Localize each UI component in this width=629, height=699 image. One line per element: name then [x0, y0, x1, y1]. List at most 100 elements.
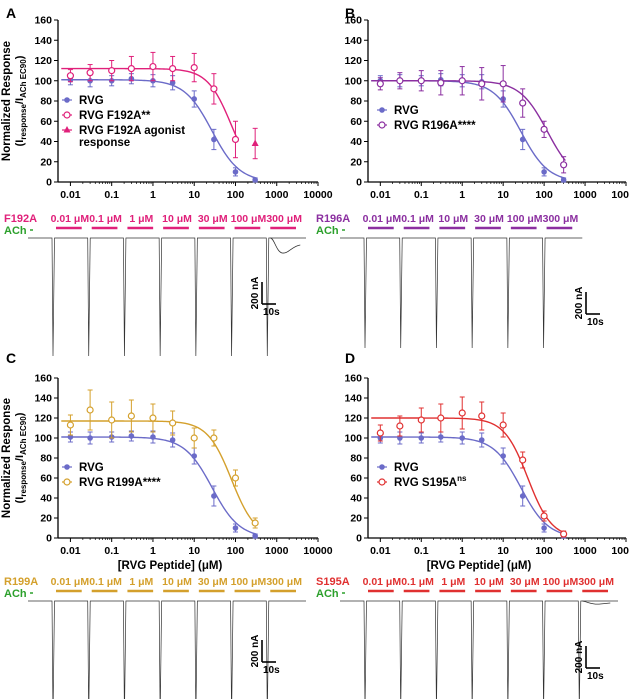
x-tick-label: 100: [227, 189, 245, 201]
scale-current-label: 200 nA: [574, 287, 585, 320]
y-tick-label: 40: [350, 136, 362, 148]
x-tick-label: 0.01: [60, 545, 81, 557]
concentration-label: 0.01 μM: [51, 576, 90, 588]
y-tick-label: 160: [34, 15, 52, 27]
data-point: [169, 437, 176, 443]
data-point: [396, 422, 404, 430]
y-tick-label: 60: [350, 116, 362, 128]
current-trace: [340, 237, 583, 349]
data-point: [418, 435, 425, 441]
concentration-label: 1 μM: [129, 576, 153, 588]
x-tick-label: 1000: [573, 189, 597, 201]
data-point: [169, 419, 177, 427]
legend-marker: [63, 126, 71, 133]
y-tick-label: 60: [40, 473, 52, 485]
y-tick-label: 0: [46, 533, 52, 545]
y-tick-label: 120: [344, 55, 362, 67]
trace-mutant-label: R199A: [4, 576, 38, 588]
x-tick-label: 0.01: [370, 189, 391, 201]
data-point: [540, 512, 548, 520]
x-tick-label: 100: [535, 189, 553, 201]
y-tick-label: 20: [350, 513, 362, 525]
data-point: [190, 434, 198, 442]
panel-b: B 0 20 40 60 80 100 120 140 160 0.01 0.1 1 10 100 1000 1…: [316, 5, 629, 349]
data-point: [438, 434, 444, 440]
trace-ach-label: ACh: [316, 588, 339, 600]
y-axis-subtitle: (Iresponse/IACh EC90): [14, 55, 28, 146]
y-tick-label: 60: [40, 116, 52, 128]
legend-label: RVG: [79, 95, 104, 107]
data-point: [500, 453, 506, 459]
data-point: [478, 412, 486, 420]
y-tick-label: 0: [356, 533, 362, 545]
y-tick-label: 40: [40, 136, 52, 148]
y-tick-label: 20: [40, 156, 52, 168]
x-tick-label: 1000: [573, 545, 597, 557]
scale-current-label: 200 nA: [250, 277, 261, 310]
scale-time-label: 10s: [587, 671, 604, 682]
x-tick-label: 0.01: [370, 545, 391, 557]
fit-curve: [61, 436, 258, 535]
concentration-label: 300 μM: [266, 213, 302, 225]
x-tick-label: 100: [535, 545, 553, 557]
panel-letter: A: [6, 5, 16, 21]
data-point: [560, 177, 567, 183]
concentration-label: 10 μM: [438, 213, 468, 225]
x-tick-label: 10: [188, 545, 200, 557]
concentration-label: 30 μM: [198, 213, 228, 225]
fit-curve: [61, 79, 258, 179]
data-point: [231, 135, 240, 144]
y-axis-subtitle-part: (I: [14, 497, 26, 504]
y-tick-label: 100: [34, 433, 52, 445]
legend-label: RVG R199A****: [79, 477, 161, 489]
data-point: [211, 493, 217, 499]
data-point: [149, 62, 157, 71]
concentration-label: 100 μM: [231, 576, 267, 588]
data-point: [66, 72, 75, 80]
legend-marker: [63, 111, 71, 119]
legend-label: RVG S195Ans: [394, 474, 467, 489]
data-point: [376, 80, 384, 88]
legend-label: response: [79, 137, 130, 149]
concentration-label: 30 μM: [510, 576, 540, 588]
x-tick-label: 10000: [303, 545, 332, 557]
x-tick-label: 1000: [265, 189, 289, 201]
y-tick-label: 20: [350, 156, 362, 168]
concentration-label: 300 μM: [578, 576, 614, 588]
data-point: [169, 64, 177, 73]
data-point: [210, 85, 218, 93]
trace-mutant-label: S195A: [316, 576, 350, 588]
agonist-inward-current: [270, 237, 301, 254]
data-point: [499, 421, 507, 429]
data-point: [478, 437, 485, 443]
data-point: [128, 433, 135, 439]
y-axis-subtitle-part: response: [19, 461, 28, 497]
x-tick-label: 0.1: [104, 189, 119, 201]
data-point: [211, 136, 217, 143]
concentration-label: 30 μM: [474, 213, 504, 225]
x-tick-label: 10000: [303, 189, 332, 201]
legend-label: RVG: [79, 462, 104, 474]
concentration-label: 10 μM: [162, 213, 192, 225]
scale-current-label: 200 nA: [574, 641, 585, 674]
legend-marker: [64, 464, 70, 470]
scale-time-label: 10s: [587, 317, 604, 328]
x-tick-label: 1: [459, 189, 465, 201]
data-point: [519, 456, 527, 464]
data-point: [231, 474, 240, 482]
legend-superscript: ns: [457, 474, 467, 483]
scale-time-label: 10s: [263, 665, 280, 676]
trace-ach-label: ACh: [316, 225, 339, 237]
y-tick-label: 80: [350, 453, 362, 465]
data-point: [232, 525, 239, 531]
trace-ach-label: ACh: [4, 588, 27, 600]
x-tick-label: 0.01: [60, 189, 81, 201]
concentration-label: 1 μM: [129, 213, 153, 225]
data-point: [191, 453, 198, 459]
data-point: [560, 530, 568, 538]
panel-a: A 0 20 40 60 80 100 120 140 160 0.01 0.1 1 10 100 1000 1…: [1, 5, 333, 357]
